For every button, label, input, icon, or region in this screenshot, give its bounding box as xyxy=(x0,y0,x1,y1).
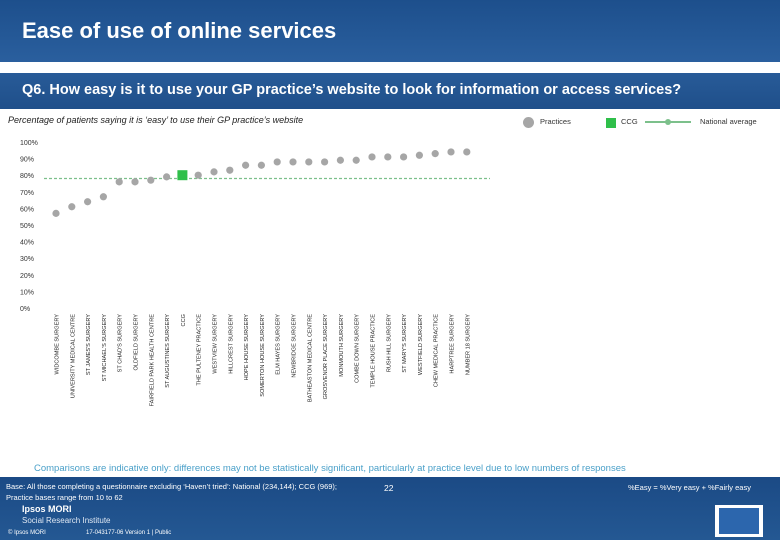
x-category-label: UNIVERSITY MEDICAL CENTRE xyxy=(70,314,76,398)
x-category-label: WIDCOMBE SURGERY xyxy=(55,314,61,375)
legend-practices-label: Practices xyxy=(540,117,571,126)
x-category-label: NUMBER 18 SURGERY xyxy=(465,314,471,375)
ccg-marker xyxy=(177,170,188,181)
practice-point xyxy=(84,198,92,206)
copyright: © Ipsos MORI xyxy=(8,530,46,536)
x-category-label: RUSH HILL SURGERY xyxy=(386,314,392,372)
practice-point xyxy=(194,171,202,179)
x-category-label: TEMPLE HOUSE PRACTICE xyxy=(371,314,377,388)
base-line-1: Base: All those completing a questionnai… xyxy=(6,482,338,491)
x-category-label: OLDFIELD SURGERY xyxy=(134,314,140,371)
x-category-label: NEWBRIDGE SURGERY xyxy=(292,314,298,378)
y-tick-label: 0% xyxy=(20,306,30,313)
practice-point xyxy=(147,176,155,184)
practice-point xyxy=(384,153,392,161)
y-tick-label: 40% xyxy=(20,240,34,247)
practice-point xyxy=(52,209,60,217)
practice-point xyxy=(226,166,234,174)
practice-point xyxy=(99,193,107,201)
question-text: Q6. How easy is it to use your GP practi… xyxy=(22,82,682,98)
page-number: 22 xyxy=(384,483,394,493)
practice-point xyxy=(352,156,360,164)
y-tick-label: 100% xyxy=(20,140,38,147)
job-reference: 17-043177-06 Version 1 | Public xyxy=(86,530,172,536)
practice-point xyxy=(131,178,139,186)
practice-point xyxy=(431,150,439,158)
legend-ccg-label: CCG xyxy=(621,117,638,126)
easy-formula: %Easy = %Very easy + %Fairly easy xyxy=(628,483,751,492)
ipsos-logo-icon xyxy=(715,505,763,537)
legend-national-line xyxy=(645,119,691,125)
y-tick-label: 50% xyxy=(20,223,34,230)
practice-point xyxy=(400,153,408,161)
x-category-label: ST JAMES'S SURGERY xyxy=(86,314,92,375)
practice-point xyxy=(415,151,423,159)
practice-point xyxy=(163,173,171,181)
practice-point xyxy=(210,168,218,176)
x-category-label: BATHEASTON MEDICAL CENTRE xyxy=(307,314,313,402)
y-tick-label: 60% xyxy=(20,206,34,213)
practice-point xyxy=(321,158,329,166)
practice-point xyxy=(242,161,250,169)
x-category-label: MONMOUTH SURGERY xyxy=(339,314,345,377)
question-bar xyxy=(0,73,780,109)
y-tick-label: 30% xyxy=(20,256,34,263)
practice-point xyxy=(336,156,344,164)
practice-point xyxy=(273,158,281,166)
x-category-label: HOPE HOUSE SURGERY xyxy=(244,314,250,381)
base-line-2: Practice bases range from 10 to 62 xyxy=(6,493,123,502)
y-tick-label: 10% xyxy=(20,289,34,296)
y-tick-label: 70% xyxy=(20,190,34,197)
practice-point xyxy=(305,158,313,166)
brand-name: Ipsos MORI xyxy=(22,504,72,514)
x-category-label: HARPTREE SURGERY xyxy=(450,314,456,374)
x-category-label: ST MICHAEL'S SURGERY xyxy=(102,314,108,382)
comparisons-note: Comparisons are indicative only: differe… xyxy=(34,463,626,474)
legend-ccg-marker xyxy=(606,118,616,128)
x-category-label: GROSVENOR PLACE SURGERY xyxy=(323,314,329,400)
practice-point xyxy=(289,158,297,166)
x-category-label: ELM HAYES SURGERY xyxy=(276,314,282,375)
practice-point xyxy=(68,203,76,211)
base-note: Base: All those completing a questionnai… xyxy=(6,481,386,503)
footer-bar xyxy=(0,477,780,540)
x-category-label: CCG xyxy=(181,314,187,326)
x-category-label: ST CHAD'S SURGERY xyxy=(118,314,124,373)
x-category-label: WESTFIELD SURGERY xyxy=(418,314,424,375)
brand-subtitle: Social Research Institute xyxy=(22,516,111,525)
page-title: Ease of use of online services xyxy=(22,18,337,43)
x-category-label: ST MARY'S SURGERY xyxy=(402,314,408,373)
x-category-label: CHEW MEDICAL PRACTICE xyxy=(434,314,440,387)
header-bar xyxy=(0,0,780,62)
practice-point xyxy=(463,148,471,156)
chart-subtitle: Percentage of patients saying it is ‘eas… xyxy=(8,115,304,125)
x-category-label: WESTVIEW SURGERY xyxy=(213,314,219,374)
practice-point xyxy=(447,148,455,156)
practice-point xyxy=(368,153,376,161)
x-category-label: FAIRFIELD PARK HEALTH CENTRE xyxy=(149,314,155,407)
chart-area: 0% 10% 20% 30% 40% 50% 60% 70% 80% 90% 100% WIDCOM… xyxy=(20,140,490,407)
x-category-label: ST AUGUSTINES SURGERY xyxy=(165,314,171,388)
y-tick-label: 20% xyxy=(20,273,34,280)
x-category-label: THE PULTENEY PRACTICE xyxy=(197,314,203,386)
practice-point xyxy=(257,161,265,169)
x-category-label: HILLCREST SURGERY xyxy=(228,314,234,374)
legend-practice-marker xyxy=(523,117,534,128)
y-tick-label: 90% xyxy=(20,157,34,164)
x-category-label: SOMERTON HOUSE SURGERY xyxy=(260,314,266,397)
x-category-label: COMBE DOWN SURGERY xyxy=(355,314,361,383)
legend-national-label: National average xyxy=(700,117,757,126)
practice-point xyxy=(115,178,123,186)
y-tick-label: 80% xyxy=(20,173,34,180)
